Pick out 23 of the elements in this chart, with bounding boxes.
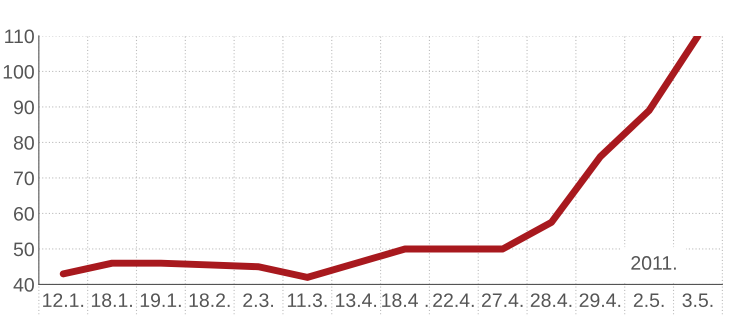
x-tick-label: 18.4 . bbox=[382, 293, 428, 308]
x-tick-label: 11.3. bbox=[288, 293, 326, 308]
y-tick-label: 40 bbox=[14, 278, 34, 292]
x-tick-label: 3.5. bbox=[682, 293, 712, 308]
y-tick-label: 50 bbox=[14, 242, 34, 256]
x-tick-label: 18.2. bbox=[190, 293, 230, 308]
x-tick-label: 18.1. bbox=[92, 293, 132, 308]
annotation: 2011. bbox=[631, 256, 676, 270]
y-tick-label: 90 bbox=[14, 100, 34, 114]
x-tick-label: 28.4. bbox=[530, 293, 572, 308]
x-tick-label: 27.4. bbox=[482, 293, 522, 307]
x-tick-label: 2.5. bbox=[634, 293, 664, 308]
y-tick-label: 80 bbox=[14, 136, 34, 150]
x-tick-label: 29.4. bbox=[580, 293, 620, 308]
x-tick-label: 12.1. bbox=[43, 293, 84, 307]
y-tick-label: 100 bbox=[4, 64, 34, 79]
y-tick-label: 110 bbox=[5, 29, 34, 44]
x-tick-label: 13.4. bbox=[336, 293, 376, 308]
y-tick-label: 60 bbox=[14, 206, 34, 221]
x-tick-label: 19.1. bbox=[140, 293, 181, 308]
x-tick-label: 22.4. bbox=[433, 293, 474, 307]
x-tick-label: 2.3. bbox=[243, 293, 273, 308]
y-tick-label: 70 bbox=[14, 171, 34, 186]
